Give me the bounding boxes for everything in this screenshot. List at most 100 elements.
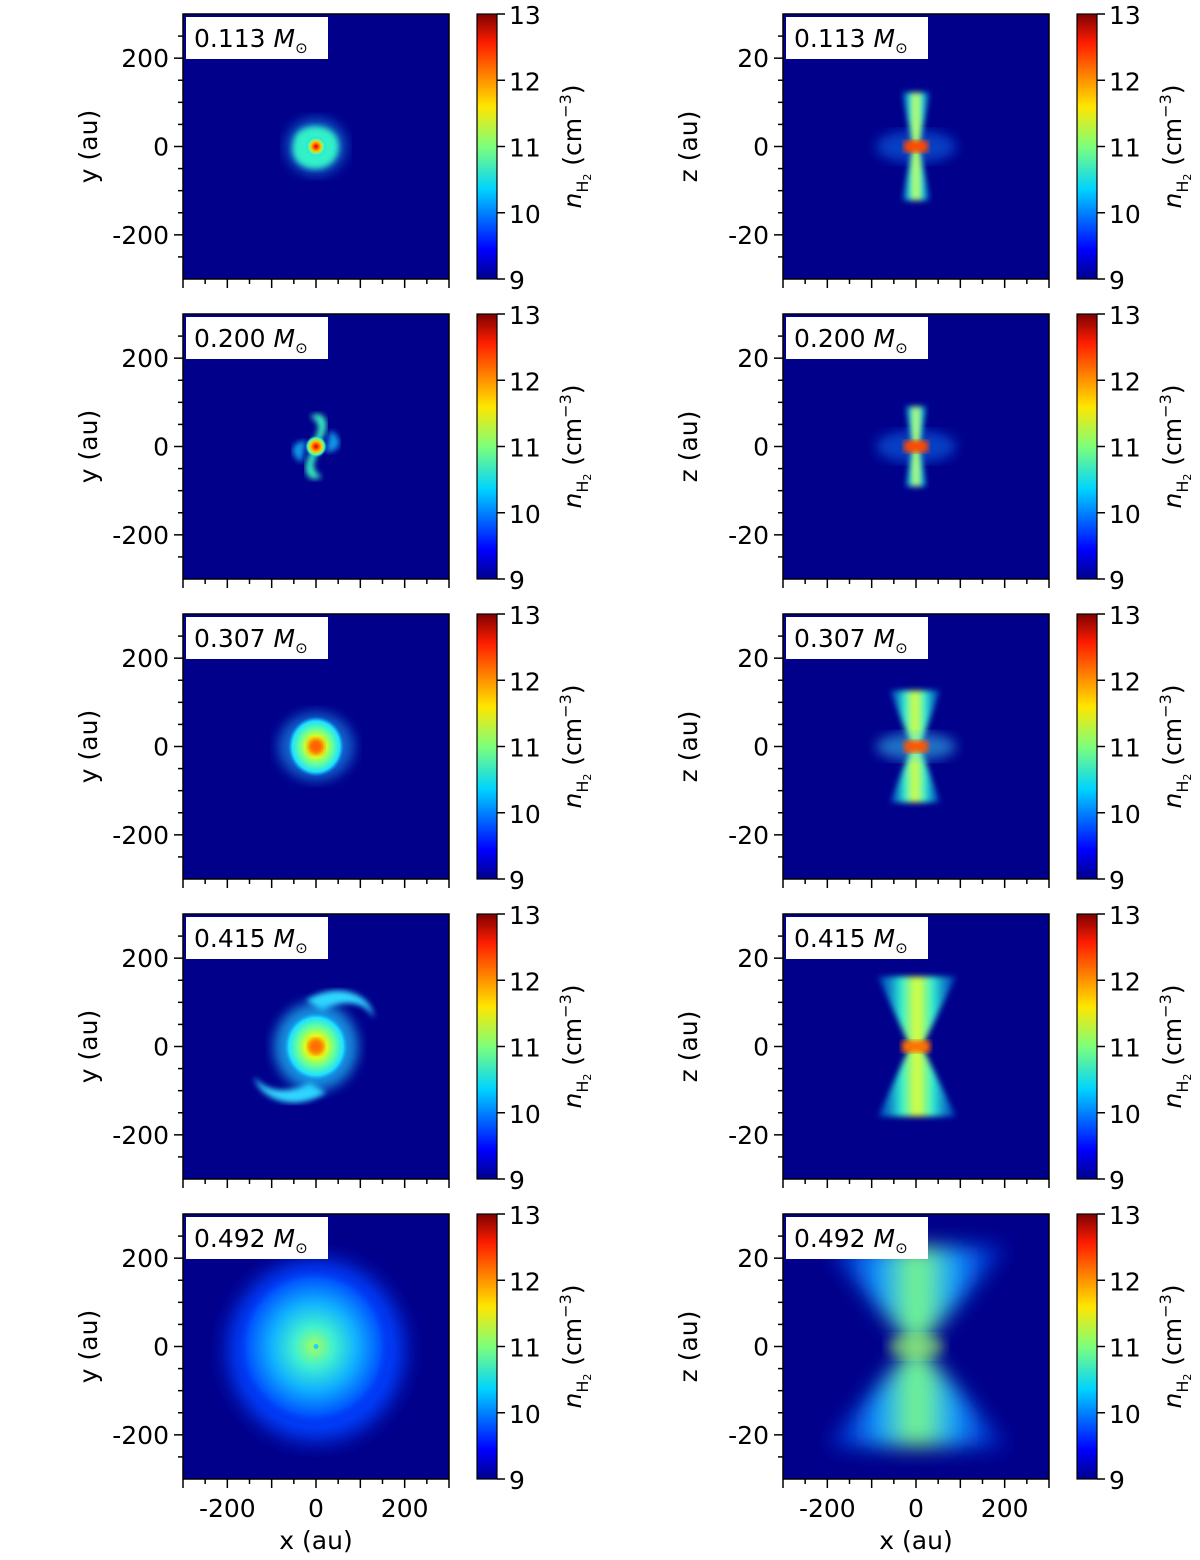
y-tick-label: 0 (753, 133, 769, 162)
y-axis-label: z (au) (674, 411, 703, 483)
midplane-core (904, 740, 928, 753)
y-tick-label: -20 (728, 221, 769, 250)
colorbar-label: nH2 (cm−3) (556, 84, 594, 208)
colorbar-tick-label: 12 (1109, 67, 1141, 96)
colorbar-tick-label: 11 (1109, 434, 1141, 463)
y-tick-label: 20 (737, 44, 769, 73)
colorbar-tick-label: 9 (1109, 1166, 1125, 1195)
spiral-arm (292, 440, 306, 463)
density-structure (278, 712, 354, 781)
x-axis-label: x (au) (279, 1526, 352, 1555)
colorbar-tick-label: 11 (1109, 1034, 1141, 1063)
y-tick-label: 20 (737, 1244, 769, 1273)
mass-label: 0.200 M⊙ (194, 324, 308, 357)
y-tick-label: 0 (753, 1333, 769, 1362)
mass-label: 0.492 M⊙ (194, 1224, 308, 1257)
mass-label: 0.307 M⊙ (794, 624, 908, 657)
y-tick-label: 0 (153, 133, 169, 162)
y-tick-label: -20 (728, 1121, 769, 1150)
y-tick-label: 0 (753, 433, 769, 462)
colorbar-label: nH2 (cm−3) (1156, 984, 1194, 1108)
y-tick-label: -200 (112, 1121, 169, 1150)
colorbar-tick-label: 11 (509, 734, 541, 763)
y-axis-label: y (au) (74, 110, 103, 183)
x-axis-label: x (au) (879, 1526, 952, 1555)
colorbar-tick-label: 12 (509, 667, 541, 696)
midplane-core (904, 440, 928, 453)
colorbar-tick-label: 13 (509, 901, 541, 930)
y-axis-label: y (au) (74, 1310, 103, 1383)
colorbar-tick-label: 11 (509, 434, 541, 463)
y-tick-label: -200 (112, 1421, 169, 1450)
mass-label: 0.113 M⊙ (194, 24, 308, 57)
colorbar-tick-label: 13 (509, 601, 541, 630)
colorbar-tick-label: 9 (509, 566, 525, 595)
colorbar-tick-label: 11 (509, 1034, 541, 1063)
density-structure (292, 414, 340, 479)
colorbar-tick-label: 12 (509, 367, 541, 396)
y-axis-label: z (au) (674, 711, 703, 783)
spiral-arm (254, 1076, 326, 1103)
density-structure (876, 406, 956, 487)
y-tick-label: 200 (121, 944, 169, 973)
colorbar-label: nH2 (cm−3) (556, 984, 594, 1108)
colorbar-tick-label: 9 (509, 1466, 525, 1495)
disk-core (308, 738, 324, 755)
colorbar-tick-label: 11 (509, 134, 541, 163)
mass-label-box (186, 317, 328, 359)
y-axis-label: z (au) (674, 111, 703, 183)
x-tick-label: 0 (308, 1494, 324, 1523)
colorbar-label: nH2 (cm−3) (1156, 684, 1194, 808)
colorbar-tick-label: 12 (1109, 1267, 1141, 1296)
mass-label-box (786, 1217, 928, 1259)
colorbar (1077, 914, 1097, 1179)
density-structure (254, 990, 374, 1103)
panel-face-on-0.113: 200 0 -200 y (au) 0.113 M⊙ 9 10 11 12 13 nH2 (cm−3… (74, 1, 594, 295)
colorbar-tick-label: 10 (1109, 1100, 1141, 1129)
y-tick-label: -200 (112, 521, 169, 550)
colorbar (477, 1214, 497, 1479)
colorbar-tick-label: 12 (1109, 967, 1141, 996)
colorbar-tick-label: 11 (509, 1334, 541, 1363)
colorbar-label: nH2 (cm−3) (556, 1284, 594, 1408)
colorbar-tick-label: 11 (1109, 134, 1141, 163)
mass-label: 0.415 M⊙ (794, 924, 908, 957)
colorbar-tick-label: 9 (1109, 1466, 1125, 1495)
x-tick-label: -200 (199, 1494, 256, 1523)
colorbar (1077, 1214, 1097, 1479)
y-axis-label: z (au) (674, 1011, 703, 1083)
y-tick-label: 20 (737, 644, 769, 673)
y-tick-label: 0 (753, 1033, 769, 1062)
colorbar-label: nH2 (cm−3) (1156, 84, 1194, 208)
colorbar-tick-label: 12 (509, 967, 541, 996)
colorbar (1077, 314, 1097, 579)
mass-label-box (786, 317, 928, 359)
mass-label: 0.492 M⊙ (794, 1224, 908, 1257)
density-structure (826, 1246, 1008, 1447)
midplane-core (902, 1040, 930, 1053)
colorbar (1077, 614, 1097, 879)
spiral-arm (306, 990, 374, 1019)
y-tick-label: 0 (153, 433, 169, 462)
y-tick-label: -20 (728, 1421, 769, 1450)
y-tick-label: 200 (121, 344, 169, 373)
colorbar-tick-label: 9 (509, 266, 525, 295)
colorbar-label: nH2 (cm−3) (556, 684, 594, 808)
colorbar-tick-label: 13 (509, 301, 541, 330)
spiral-arm (305, 450, 322, 479)
y-tick-label: 0 (153, 1333, 169, 1362)
panel-edge-on-0.415: 20 0 -20 z (au) 0.415 M⊙ 9 10 11 12 13 nH2 (cm−3) (674, 901, 1194, 1195)
x-tick-label: 200 (981, 1494, 1029, 1523)
colorbar-tick-label: 13 (1109, 1, 1141, 30)
disk-core (306, 136, 326, 157)
colorbar-tick-label: 13 (509, 1201, 541, 1230)
colorbar-tick-label: 12 (1109, 367, 1141, 396)
colorbar-label: nH2 (cm−3) (1156, 384, 1194, 508)
density-structure (876, 690, 956, 803)
panel-edge-on-0.307: 20 0 -20 z (au) 0.307 M⊙ 9 10 11 12 13 nH2 (cm−3) (674, 601, 1194, 895)
x-tick-label: -200 (799, 1494, 856, 1523)
mass-label-box (786, 17, 928, 59)
panel-face-on-0.415: 200 0 -200 y (au) 0.415 M⊙ 9 10 11 12 13 nH2 (cm−3… (74, 901, 594, 1195)
